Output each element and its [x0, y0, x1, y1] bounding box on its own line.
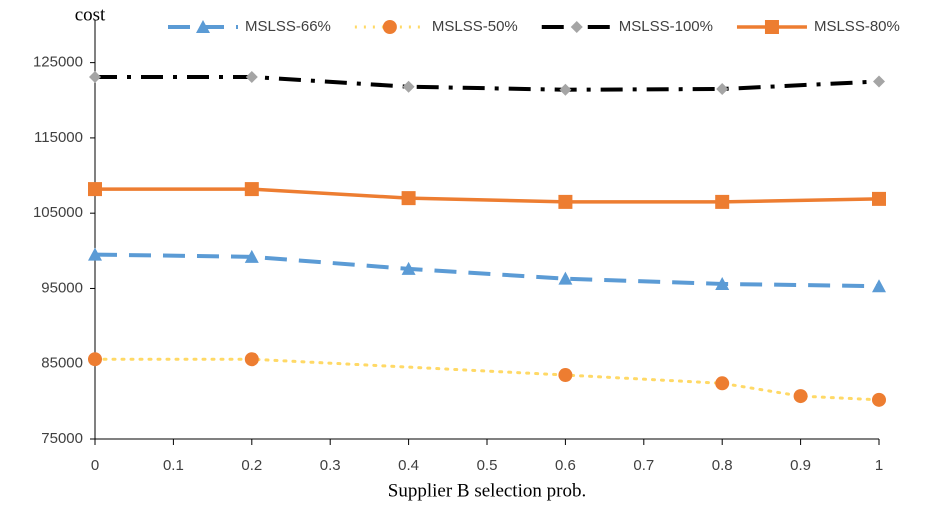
legend-label: MSLSS-50% [432, 18, 518, 35]
x-tick-label: 0.9 [790, 457, 811, 474]
legend-label: MSLSS-66% [245, 18, 331, 35]
marker [244, 182, 259, 197]
marker [88, 247, 102, 261]
x-tick-label: 0.3 [320, 457, 341, 474]
marker [89, 70, 101, 83]
marker [872, 279, 886, 293]
marker [716, 82, 729, 95]
x-tick-label: 1 [875, 457, 883, 474]
marker [873, 75, 885, 88]
x-tick-label: 0.1 [163, 457, 184, 474]
marker [245, 70, 258, 83]
x-tick-label: 0.6 [555, 457, 576, 474]
x-tick-label: 0.7 [633, 457, 654, 474]
marker [401, 191, 416, 206]
x-axis-title: Supplier B selection prob. [388, 480, 586, 501]
marker [715, 194, 730, 209]
x-tick-label: 0.2 [241, 457, 262, 474]
y-tick-label: 75000 [41, 430, 83, 447]
x-tick-label: 0.5 [477, 457, 498, 474]
y-tick-label: 85000 [41, 355, 83, 372]
y-tick-label: 125000 [33, 54, 83, 71]
series-line [94, 252, 880, 289]
marker [401, 261, 416, 275]
marker [558, 368, 573, 383]
marker [88, 182, 102, 197]
marker [558, 271, 573, 285]
y-axis-title: cost [75, 4, 106, 25]
series-line [95, 187, 880, 204]
marker [382, 20, 397, 34]
y-tick-label: 105000 [33, 204, 83, 221]
x-tick-label: 0 [91, 457, 99, 474]
marker [244, 352, 259, 367]
y-tick-label: 115000 [34, 129, 83, 146]
marker [872, 392, 886, 407]
series-line [95, 74, 880, 92]
marker [764, 20, 779, 34]
marker [402, 80, 415, 93]
marker [559, 83, 572, 96]
marker [715, 276, 730, 290]
y-tick-label: 95000 [41, 279, 83, 296]
marker [715, 376, 730, 391]
legend-label: MSLSS-100% [619, 18, 713, 35]
marker [196, 20, 210, 33]
marker [793, 389, 808, 404]
marker [872, 191, 886, 206]
marker [558, 194, 573, 209]
series-line [93, 357, 881, 402]
marker [570, 21, 583, 33]
marker [244, 249, 259, 263]
legend-label: MSLSS-80% [814, 18, 900, 35]
x-tick-label: 0.4 [398, 457, 419, 474]
x-tick-label: 0.8 [712, 457, 733, 474]
marker [88, 352, 102, 367]
